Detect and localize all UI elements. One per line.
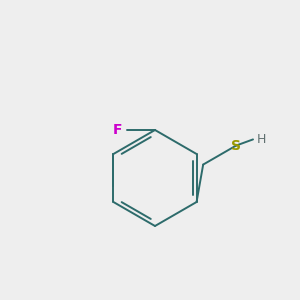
- Text: H: H: [257, 133, 266, 146]
- Text: S: S: [231, 139, 241, 153]
- Text: F: F: [112, 123, 122, 137]
